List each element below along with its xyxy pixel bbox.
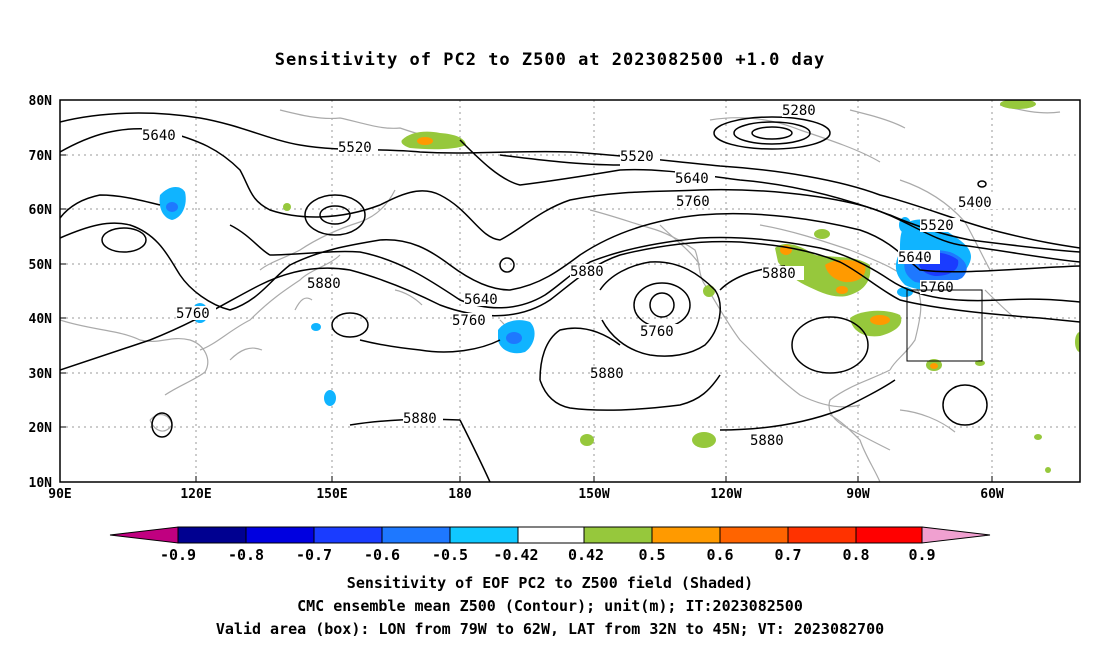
colorbar-bin — [651, 526, 721, 544]
contour-label: 5880 — [590, 366, 624, 382]
caption-line-2: CMC ensemble mean Z500 (Contour); unit(m… — [297, 597, 803, 615]
contour-label: 5520 — [338, 140, 372, 156]
colorbar-bin — [245, 526, 315, 544]
lat-label: 60N — [29, 203, 53, 218]
colorbar-bin — [313, 526, 383, 544]
lon-label: 150W — [578, 487, 609, 500]
contour-label: 5640 — [464, 292, 498, 308]
sensitivity-shading — [159, 100, 1080, 473]
lat-label: 20N — [29, 421, 53, 436]
colorbar-bin — [381, 526, 451, 544]
contour-label: 5640 — [898, 250, 932, 266]
contour-label: 5760 — [176, 306, 210, 322]
lon-label: 180 — [448, 487, 472, 500]
chart-title: Sensitivity of PC2 to Z500 at 2023082500… — [274, 50, 826, 70]
colorbar-label: 0.42 — [568, 546, 604, 564]
colorbar-labels: -0.9 -0.8 -0.7 -0.6 -0.5 -0.42 0.42 0.5 … — [160, 546, 936, 564]
lon-label: 90W — [846, 487, 870, 500]
caption-line-1: Sensitivity of EOF PC2 to Z500 field (Sh… — [346, 574, 754, 592]
colorbar-bin — [449, 526, 519, 544]
colorbar-label: -0.7 — [296, 546, 332, 564]
contour-label: 5880 — [307, 276, 341, 292]
colorbar-right-arrow — [921, 526, 991, 544]
lat-label: 40N — [29, 312, 53, 327]
colorbar-label: 0.6 — [706, 546, 733, 564]
tick-marks — [60, 154, 993, 482]
lat-label: 30N — [29, 367, 53, 382]
z500-contours — [60, 112, 1080, 482]
contour-label: 5760 — [452, 313, 486, 329]
lat-label: 50N — [29, 258, 53, 273]
contour-label: 5640 — [675, 171, 709, 187]
lon-label: 150E — [316, 487, 347, 500]
colorbar-bin — [177, 526, 247, 544]
colorbar: -0.9 -0.8 -0.7 -0.6 -0.5 -0.42 0.42 0.5 … — [109, 526, 991, 564]
lat-label: 10N — [29, 476, 53, 491]
colorbar-bin — [855, 526, 923, 544]
colorbar-label: -0.6 — [364, 546, 400, 564]
lat-label: 80N — [29, 94, 53, 109]
lon-label: 120E — [180, 487, 211, 500]
map-gridlines — [60, 100, 1080, 482]
colorbar-label: 0.8 — [842, 546, 869, 564]
colorbar-label: -0.42 — [493, 546, 538, 564]
contour-label: 5520 — [620, 149, 654, 165]
lon-label: 90E — [48, 487, 71, 500]
colorbar-label: 0.7 — [774, 546, 801, 564]
colorbar-label: -0.5 — [432, 546, 468, 564]
caption-line-3: Valid area (box): LON from 79W to 62W, L… — [215, 620, 885, 638]
lon-label: 60W — [980, 487, 1004, 500]
colorbar-bin — [517, 526, 585, 544]
contour-label: 5520 — [920, 218, 954, 234]
colorbar-label: -0.8 — [228, 546, 264, 564]
contour-label: 5880 — [750, 433, 784, 449]
map-panel: 5280 5640 5520 5520 5640 5400 5520 5640 … — [29, 94, 1081, 500]
contour-label: 5760 — [640, 324, 674, 340]
contour-label: 5880 — [762, 266, 796, 282]
map-frame — [59, 99, 1081, 483]
lon-labels: 90E 120E 150E 180 150W 120W 90W 60W — [48, 487, 1004, 500]
contour-labels: 5280 5640 5520 5520 5640 5400 5520 5640 … — [142, 103, 998, 449]
colorbar-bin — [787, 526, 857, 544]
lat-labels: 80N 70N 60N 50N 40N 30N 20N 10N — [29, 94, 53, 491]
colorbar-left-arrow — [109, 526, 179, 544]
colorbar-bin — [583, 526, 653, 544]
lat-label: 70N — [29, 149, 53, 164]
contour-label: 5640 — [142, 128, 176, 144]
valid-area-box — [906, 289, 983, 362]
colorbar-bin — [719, 526, 789, 544]
colorbar-label: 0.9 — [908, 546, 935, 564]
lon-label: 120W — [710, 487, 741, 500]
colorbar-label: -0.9 — [160, 546, 196, 564]
contour-label: 5760 — [920, 280, 954, 296]
colorbar-label: 0.5 — [638, 546, 665, 564]
contour-label: 5880 — [570, 264, 604, 280]
contour-label: 5280 — [782, 103, 816, 119]
contour-label: 5880 — [403, 411, 437, 427]
contour-label: 5400 — [958, 195, 992, 211]
contour-label: 5760 — [676, 194, 710, 210]
